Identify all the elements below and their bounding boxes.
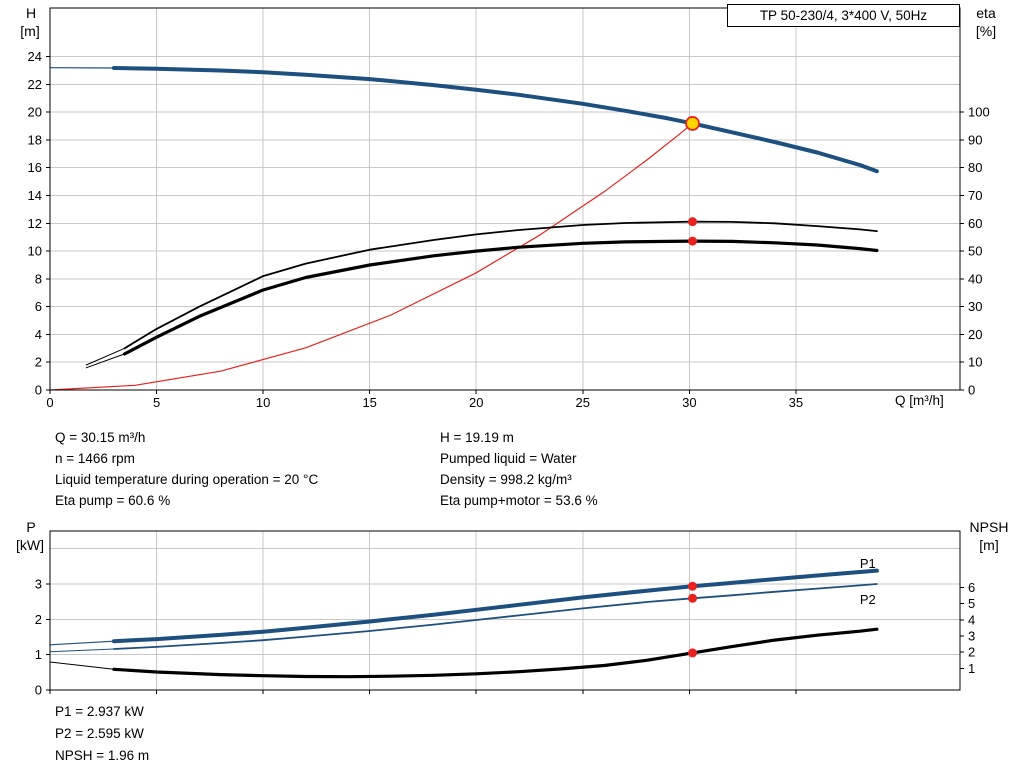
marker-npsh-point bbox=[688, 648, 698, 658]
x-tick-label: 0 bbox=[46, 395, 53, 410]
marker-eta-pump-motor-point bbox=[688, 236, 698, 246]
info-density: Density = 998.2 kg/m³ bbox=[440, 472, 572, 487]
y-right-tick-label: 60 bbox=[968, 216, 982, 231]
series-eta-pump bbox=[123, 220, 878, 350]
y-left-tick-label: 22 bbox=[28, 77, 42, 92]
series-p2-lead bbox=[49, 648, 115, 653]
y-left-tick-label: 2 bbox=[35, 612, 42, 627]
y-right-tick-label: 50 bbox=[968, 244, 982, 259]
series-eta-pump-motor-lead bbox=[85, 353, 126, 369]
p-axis-label: P bbox=[26, 519, 36, 535]
hq-chart: 0 5 10 15 20 25 30 3502468101214161820222401020… bbox=[28, 7, 990, 410]
power-info: P1 = 2.937 kW P2 = 2.595 kW NPSH = 1.96 … bbox=[55, 701, 149, 767]
y-right-tick-label: 70 bbox=[968, 188, 982, 203]
y-right-tick-label: 3 bbox=[968, 629, 975, 644]
y-left-tick-label: 0 bbox=[35, 683, 42, 698]
x-tick-label: 35 bbox=[789, 395, 803, 410]
series-eta-pump-motor bbox=[122, 239, 879, 356]
curve-label-P2: P2 bbox=[860, 592, 876, 607]
info-speed: n = 1466 rpm bbox=[55, 451, 135, 466]
series-eta-pump-lead bbox=[85, 347, 126, 366]
y-right-tick-label: 20 bbox=[968, 327, 982, 342]
y-right-tick-label: 0 bbox=[968, 383, 975, 398]
y-right-tick-label: 6 bbox=[968, 580, 975, 595]
npsh-axis-label: NPSH bbox=[969, 519, 1009, 535]
y-left-tick-label: 10 bbox=[28, 244, 42, 259]
y-left-tick-label: 1 bbox=[35, 647, 42, 662]
series-npsh bbox=[112, 627, 879, 679]
operating-info-left: Q = 30.15 m³/h n = 1466 rpm Liquid tempe… bbox=[55, 427, 318, 511]
q-axis-label: Q [m³/h] bbox=[895, 393, 944, 408]
y-left-tick-label: 6 bbox=[35, 299, 42, 314]
y-left-tick-label: 24 bbox=[28, 49, 42, 64]
curve-label-P1: P1 bbox=[860, 556, 876, 571]
info-head: H = 19.19 m bbox=[440, 430, 514, 445]
x-tick-label: 20 bbox=[469, 395, 483, 410]
y-left-tick-label: 4 bbox=[35, 327, 42, 342]
y-right-tick-label: 30 bbox=[968, 299, 982, 314]
h-axis-label: H bbox=[25, 5, 37, 21]
h-axis-unit: [m] bbox=[20, 23, 40, 39]
operating-info-right: H = 19.19 m Pumped liquid = Water Densit… bbox=[440, 427, 598, 511]
y-left-tick-label: 18 bbox=[28, 132, 42, 147]
x-tick-label: 25 bbox=[576, 395, 590, 410]
y-right-tick-label: 1 bbox=[968, 661, 975, 676]
eta-axis-unit: [%] bbox=[975, 23, 997, 39]
y-left-tick-label: 14 bbox=[28, 188, 42, 203]
y-left-tick-label: 0 bbox=[35, 383, 42, 398]
y-right-tick-label: 40 bbox=[968, 271, 982, 286]
y-right-tick-label: 100 bbox=[968, 105, 990, 120]
marker-p1-point bbox=[688, 581, 698, 591]
p-axis-unit: [kW] bbox=[16, 537, 44, 553]
y-left-tick-label: 12 bbox=[28, 216, 42, 231]
npsh-axis-unit: [m] bbox=[979, 537, 999, 553]
y-right-tick-label: 4 bbox=[968, 612, 975, 627]
series-npsh-lead bbox=[49, 661, 115, 670]
y-right-tick-label: 90 bbox=[968, 132, 982, 147]
series-p1-lead bbox=[49, 640, 115, 646]
info-p2: P2 = 2.595 kW bbox=[55, 726, 144, 741]
plot-border bbox=[49, 530, 961, 691]
info-npsh: NPSH = 1.96 m bbox=[55, 748, 150, 763]
plot-border bbox=[49, 7, 961, 391]
marker-duty-point bbox=[685, 116, 700, 131]
y-left-tick-label: 3 bbox=[35, 577, 42, 592]
info-flow: Q = 30.15 m³/h bbox=[55, 430, 146, 445]
y-left-tick-label: 20 bbox=[28, 105, 42, 120]
info-eta-pump-motor: Eta pump+motor = 53.6 % bbox=[440, 493, 598, 508]
x-tick-label: 30 bbox=[682, 395, 696, 410]
series-p1 bbox=[111, 568, 879, 644]
x-tick-label: 5 bbox=[153, 395, 160, 410]
y-right-tick-label: 2 bbox=[968, 645, 975, 660]
y-right-tick-label: 5 bbox=[968, 596, 975, 611]
x-tick-label: 10 bbox=[256, 395, 270, 410]
marker-p2-point bbox=[688, 593, 698, 603]
info-pumped-liquid: Pumped liquid = Water bbox=[440, 451, 577, 466]
y-right-tick-label: 80 bbox=[968, 160, 982, 175]
series-head bbox=[111, 66, 879, 174]
series-p2 bbox=[113, 583, 878, 650]
marker-eta-pump-point bbox=[688, 217, 698, 227]
info-eta-pump: Eta pump = 60.6 % bbox=[55, 493, 171, 508]
x-tick-label: 15 bbox=[362, 395, 376, 410]
y-left-tick-label: 2 bbox=[35, 355, 42, 370]
pump-title-box: TP 50-230/4, 3*400 V, 50Hz bbox=[727, 4, 960, 27]
series-duty-parabola bbox=[49, 122, 694, 391]
y-right-tick-label: 10 bbox=[968, 355, 982, 370]
y-left-tick-label: 8 bbox=[35, 271, 42, 286]
eta-axis-label: eta bbox=[976, 5, 996, 21]
info-p1: P1 = 2.937 kW bbox=[55, 704, 144, 719]
info-liquid-temp: Liquid temperature during operation = 20… bbox=[55, 472, 319, 487]
y-left-tick-label: 16 bbox=[28, 160, 42, 175]
